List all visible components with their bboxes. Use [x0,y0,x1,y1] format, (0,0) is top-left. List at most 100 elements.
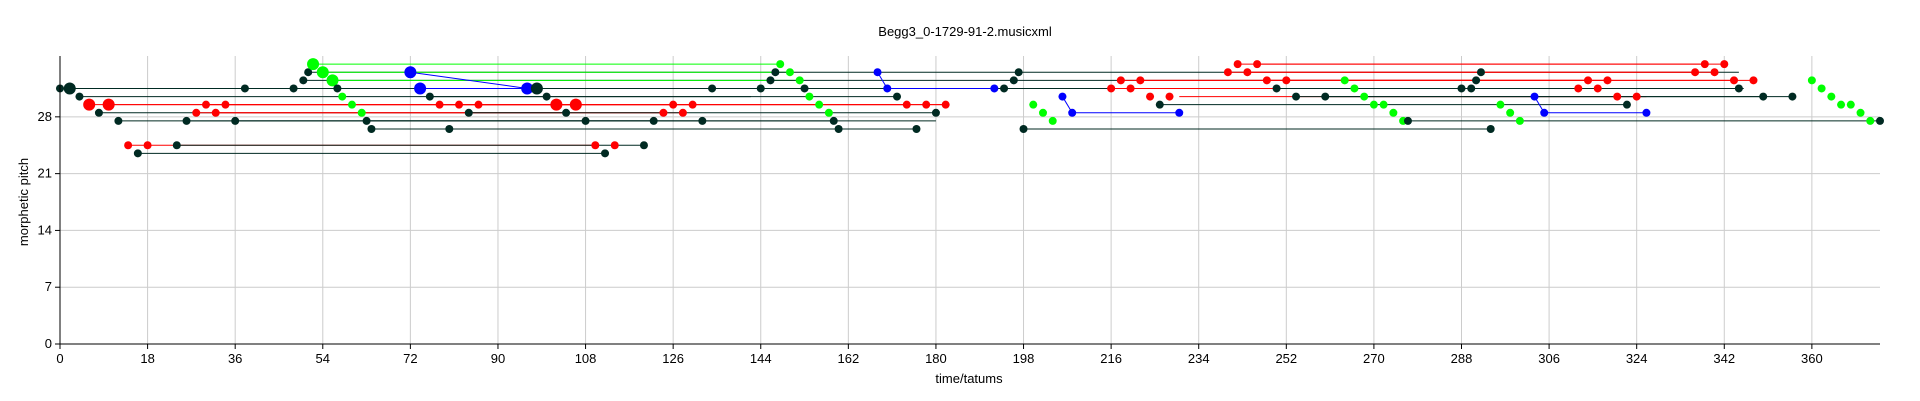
note-point-dark [800,84,809,93]
note-point-red [124,141,133,150]
note-point-dark [133,149,142,158]
note-point-dark [362,116,371,125]
x-tick-label: 270 [1363,351,1385,366]
x-tick-label: 72 [403,351,417,366]
note-point-green [1817,84,1826,93]
x-tick-label: 90 [491,351,505,366]
note-point-red [143,141,152,150]
note-point-dark [756,84,765,93]
note-point-dark [829,116,838,125]
note-point-red [1720,60,1729,69]
note-point-red [550,98,563,111]
y-axis-title: morphetic pitch [16,158,31,246]
note-point-blue [990,84,999,93]
note-point-green [1837,100,1846,109]
note-point-blue [1530,92,1539,101]
note-point-dark [1788,92,1797,101]
note-point-dark [299,76,308,85]
note-point-dark [464,108,473,117]
note-point-green [805,92,814,101]
note-point-red [83,98,96,111]
x-tick-label: 306 [1538,351,1560,366]
note-point-dark [562,108,571,117]
note-point-blue [1642,108,1651,117]
note-point-red [1262,76,1271,85]
note-point-green [347,100,356,109]
note-point-green [1389,108,1398,117]
note-point-green [824,108,833,117]
note-point-green [776,60,785,69]
y-tick-label: 14 [38,222,52,237]
note-point-green [1866,116,1875,125]
x-tick-label: 126 [662,351,684,366]
note-point-red [1233,60,1242,69]
note-point-dark [172,141,181,150]
note-point-dark [931,108,940,117]
x-tick-label: 288 [1451,351,1473,366]
note-point-dark [1476,68,1485,77]
note-point-dark [1467,84,1476,93]
note-point-red [902,100,911,109]
note-point-dark [708,84,717,93]
note-point-red [211,108,220,117]
x-tick-label: 36 [228,351,242,366]
note-point-red [455,100,464,109]
note-point-dark [1622,100,1631,109]
note-point-dark [771,68,780,77]
note-point-red [192,108,201,117]
note-point-dark [1486,125,1495,134]
note-point-dark [1009,76,1018,85]
note-point-red [610,141,619,150]
note-point-dark [649,116,658,125]
note-point-green [1379,100,1388,109]
note-point-red [1126,84,1135,93]
note-point-blue [1058,92,1067,101]
x-tick-label: 180 [925,351,947,366]
note-point-red [1710,68,1719,77]
note-point-red [1749,76,1758,85]
note-point-dark [1155,100,1164,109]
note-point-dark [1876,116,1884,125]
note-point-dark [834,125,843,134]
note-point-dark [893,92,902,101]
note-point-red [1107,84,1116,93]
note-point-dark [766,76,775,85]
y-tick-label: 28 [38,109,52,124]
note-point-dark [182,116,191,125]
note-point-green [815,100,824,109]
note-point-red [1632,92,1641,101]
note-point-green [785,68,794,77]
note-point-dark [240,84,249,93]
note-point-dark [1019,125,1028,134]
note-point-red [1165,92,1174,101]
note-point-green [316,66,329,79]
note-point-blue [1540,108,1549,117]
note-point-red [1116,76,1125,85]
note-point-blue [1068,108,1077,117]
note-point-red [474,100,483,109]
note-point-red [1584,76,1593,85]
note-point-red [591,141,600,150]
note-point-dark [542,92,551,101]
note-point-dark [367,125,376,134]
note-point-dark [1759,92,1768,101]
note-point-dark [75,92,84,101]
note-point-dark [231,116,240,125]
note-point-red [941,100,950,109]
note-point-red [1603,76,1612,85]
note-point-dark [94,108,103,117]
note-point-dark [912,125,921,134]
note-point-green [1846,100,1855,109]
x-tick-label: 162 [837,351,859,366]
note-point-dark [333,84,342,93]
note-point-dark [425,92,434,101]
note-point-red [659,108,668,117]
note-point-green [1506,108,1515,117]
note-point-red [1282,76,1291,85]
x-axis-title: time/tatums [935,371,1003,386]
note-point-green [326,74,339,87]
note-point-dark [445,125,454,134]
note-point-green [1029,100,1038,109]
